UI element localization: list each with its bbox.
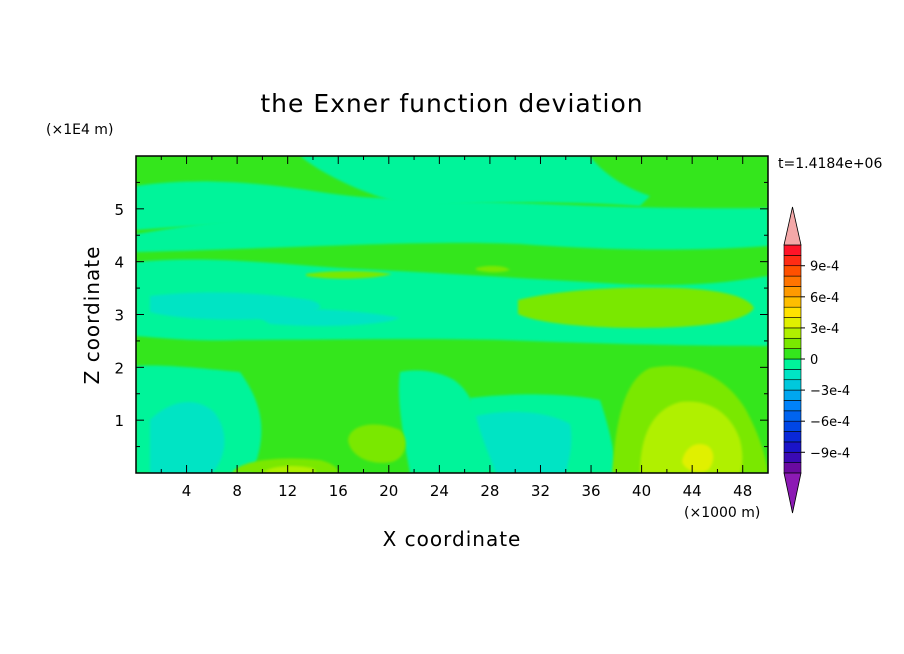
colorbar-max-arrow [783, 206, 802, 246]
colorbar-segment [783, 296, 802, 308]
x-tick-label: 44 [683, 482, 702, 500]
colorbar-segment [783, 369, 802, 381]
y-tick-label: 3 [114, 307, 124, 325]
lower-left-deep [150, 402, 225, 473]
colorbar-segment [783, 275, 802, 287]
colorbar-segment [783, 451, 802, 463]
colorbar-label: 6e-4 [810, 291, 839, 306]
colorbar-segment [783, 358, 802, 370]
y-tick-label: 2 [114, 359, 124, 377]
contour-field [136, 156, 768, 473]
colorbar: 9e-4 6e-4 3e-4 0 −3e-4 −6e-4 −9e-4 [783, 206, 850, 514]
y-tick-label: 4 [114, 254, 124, 272]
x-tick-label: 8 [232, 482, 242, 500]
blob-14km-core [262, 465, 316, 473]
blob-20km [348, 424, 406, 463]
y-axis-label: Z coordinate [80, 246, 104, 385]
colorbar-label: −6e-4 [810, 415, 850, 430]
mid-deep-cyan-2 [250, 309, 400, 326]
colorbar-segment [783, 420, 802, 432]
lower-mid-cyan [398, 370, 484, 473]
x-tick-label: 40 [632, 482, 651, 500]
colorbar-segment [783, 327, 802, 339]
colorbar-label: 9e-4 [810, 260, 839, 275]
x-tick-label: 4 [182, 482, 192, 500]
colorbar-segment [783, 306, 802, 318]
colorbar-segment [783, 244, 802, 256]
colorbar-segment [783, 337, 802, 349]
x-tick-label: 12 [278, 482, 297, 500]
colorbar-segment [783, 317, 802, 329]
colorbar-segment [783, 286, 802, 298]
colorbar-segment [783, 389, 802, 401]
colorbar-label: 3e-4 [810, 322, 839, 337]
plot-area [136, 156, 768, 473]
top-left-cyan [136, 181, 420, 230]
x-tick-label: 48 [733, 482, 752, 500]
x-axis-label: X coordinate [383, 527, 522, 551]
colorbar-label: 0 [810, 353, 818, 368]
y-tick-label: 1 [114, 412, 124, 430]
y-tick-label: 5 [114, 201, 124, 219]
thin-band-2 [476, 265, 510, 273]
colorbar-label: −3e-4 [810, 384, 850, 399]
colorbar-segment [783, 379, 802, 391]
colorbar-segment [783, 431, 802, 443]
x-unit-label: (×1000 m) [684, 505, 760, 521]
blob-44km-mid [640, 401, 743, 473]
colorbar-segment [783, 410, 802, 422]
colorbar-segment [783, 348, 802, 360]
chart-title: the Exner function deviation [260, 89, 643, 118]
top-mid-cyan [300, 156, 650, 208]
y-unit-label: (×1E4 m) [46, 122, 113, 138]
mid-right-yellowgreen [518, 287, 754, 328]
colorbar-min-arrow [783, 472, 802, 514]
x-tick-label: 32 [531, 482, 550, 500]
x-tick-label: 28 [480, 482, 499, 500]
colorbar-label: −9e-4 [810, 446, 850, 461]
x-tick-label: 16 [329, 482, 348, 500]
thin-band-1 [306, 271, 392, 279]
colorbar-segment [783, 255, 802, 267]
x-tick-label: 24 [430, 482, 449, 500]
colorbar-segment [783, 400, 802, 412]
lower-right-deep [476, 411, 572, 473]
colorbar-segment [783, 462, 802, 474]
x-tick-label: 20 [379, 482, 398, 500]
time-label: t=1.4184e+06 [778, 156, 882, 172]
colorbar-segment [783, 265, 802, 277]
x-tick-label: 36 [581, 482, 600, 500]
blob-44km-core [682, 443, 714, 472]
colorbar-segment [783, 441, 802, 453]
